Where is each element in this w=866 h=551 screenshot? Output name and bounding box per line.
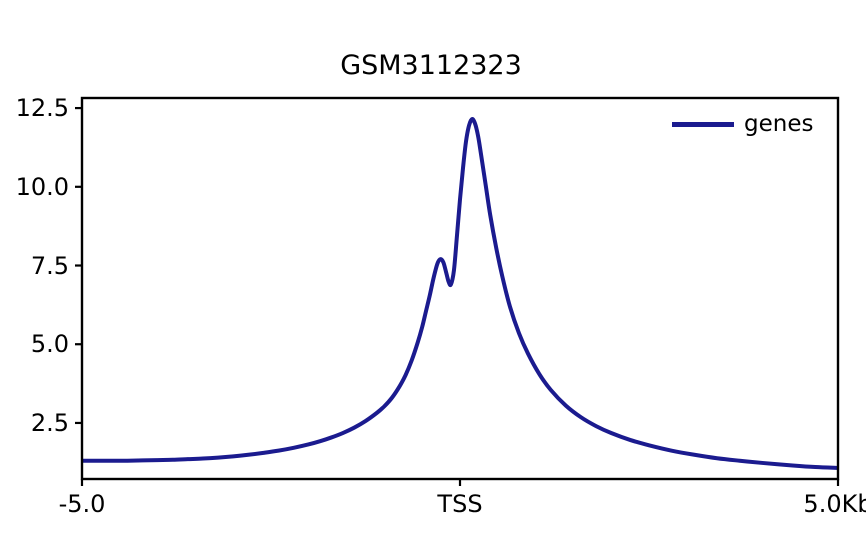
y-tick-label: 5.0	[30, 330, 69, 359]
x-tick-label: TSS	[437, 490, 483, 518]
legend-label-genes: genes	[744, 111, 814, 137]
y-tick-label: 2.5	[30, 408, 69, 437]
y-tick-label: 12.5	[15, 94, 69, 123]
legend: genes	[672, 113, 813, 136]
x-tick-label: 5.0Kb	[803, 490, 866, 518]
y-tick-label: 7.5	[30, 251, 69, 280]
legend-line-swatch-genes	[672, 122, 734, 127]
chart-title: GSM3112323	[0, 52, 866, 79]
y-tick-label: 10.0	[15, 172, 69, 201]
data-line-genes	[82, 117, 838, 470]
chart-title-text: GSM3112323	[340, 50, 522, 81]
axes-frame	[80, 96, 840, 481]
axes-background	[82, 98, 838, 479]
x-tick-label: -5.0	[58, 490, 106, 518]
